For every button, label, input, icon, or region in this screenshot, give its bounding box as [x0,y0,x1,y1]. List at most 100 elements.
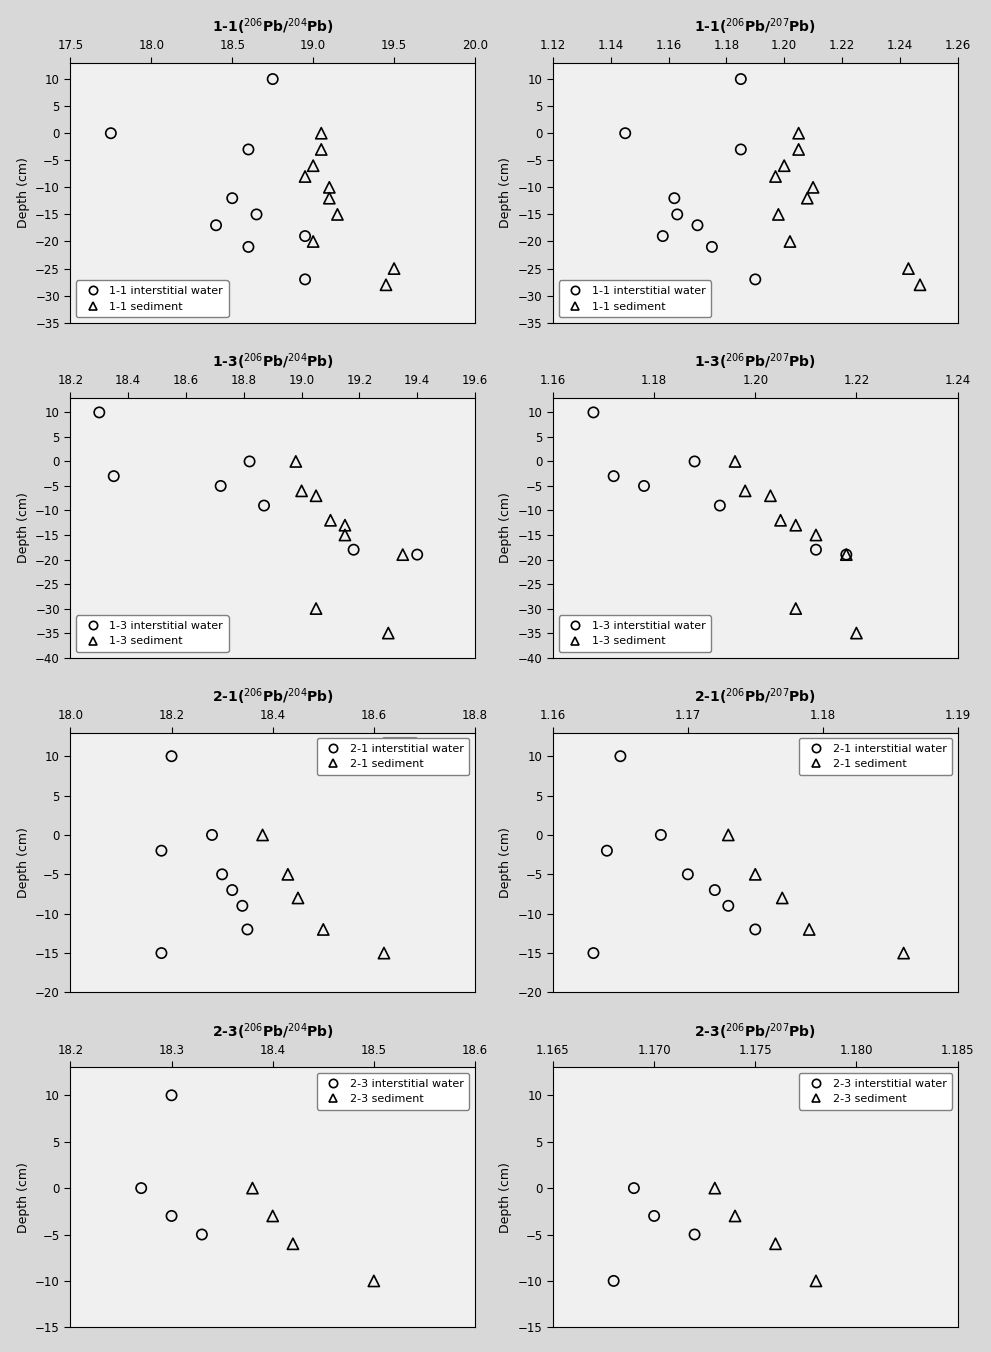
Point [378,274,393,296]
Point [106,465,122,487]
Point [321,188,337,210]
Point [720,895,736,917]
Point [800,188,816,210]
Point [773,510,789,531]
Point [164,1205,179,1226]
Point [896,942,912,964]
Point [409,544,425,565]
Point [802,918,818,940]
Point [323,510,339,531]
Point [776,155,792,177]
Point [315,918,331,940]
Point [265,1205,280,1226]
Point [586,402,602,423]
Y-axis label: Depth (cm): Depth (cm) [499,1161,512,1233]
Point [646,1205,662,1226]
Point [727,1205,743,1226]
Point [707,1178,722,1199]
Legend: 1-3 interstitial water, 1-3 sediment: 1-3 interstitial water, 1-3 sediment [76,615,229,652]
Point [720,825,736,846]
Point [164,1084,179,1106]
Title: 2-3($^{206}$Pb/$^{207}$Pb): 2-3($^{206}$Pb/$^{207}$Pb) [695,1021,817,1042]
Point [313,139,329,161]
Point [737,480,753,502]
Point [666,188,682,210]
Point [321,177,337,199]
Point [747,918,763,940]
Point [297,166,313,188]
Point [762,485,778,507]
Point [838,544,854,565]
Legend: 1-1 interstitial water, 1-1 sediment: 1-1 interstitial water, 1-1 sediment [76,280,229,318]
Point [285,1233,301,1255]
Point [912,274,928,296]
Point [290,887,306,909]
Point [214,864,230,886]
Point [249,204,265,226]
Y-axis label: Depth (cm): Depth (cm) [17,1161,30,1233]
Point [669,204,685,226]
Point [791,139,807,161]
Point [241,237,257,258]
Point [636,475,652,496]
Point [154,942,169,964]
Legend: 2-1 interstitial water, 2-1 sediment: 2-1 interstitial water, 2-1 sediment [317,738,470,775]
Point [788,598,804,619]
Title: 1-1($^{206}$Pb/$^{207}$Pb): 1-1($^{206}$Pb/$^{207}$Pb) [695,16,817,38]
Point [256,495,272,516]
Point [838,544,854,565]
Text: 자른 연역: 자른 연역 [385,741,412,750]
Point [606,465,621,487]
Point [655,226,671,247]
Title: 2-1($^{206}$Pb/$^{204}$Pb): 2-1($^{206}$Pb/$^{204}$Pb) [212,687,334,707]
Point [224,188,240,210]
Point [626,1178,642,1199]
Point [386,258,402,280]
Title: 2-1($^{206}$Pb/$^{207}$Pb): 2-1($^{206}$Pb/$^{207}$Pb) [695,687,817,707]
Point [366,1270,382,1291]
Point [381,622,396,644]
Title: 1-1($^{206}$Pb/$^{204}$Pb): 1-1($^{206}$Pb/$^{204}$Pb) [212,16,334,38]
Point [791,123,807,145]
Point [805,177,821,199]
Point [808,525,824,546]
Point [774,887,790,909]
Point [204,825,220,846]
Title: 1-3($^{206}$Pb/$^{207}$Pb): 1-3($^{206}$Pb/$^{207}$Pb) [695,352,817,372]
Point [297,226,313,247]
Point [599,840,614,861]
Point [586,942,602,964]
Point [194,1224,210,1245]
Point [297,269,313,291]
Point [241,139,257,161]
Point [889,1084,905,1106]
Point [91,402,107,423]
Legend: 2-1 interstitial water, 2-1 sediment: 2-1 interstitial water, 2-1 sediment [800,738,952,775]
Point [712,495,727,516]
Point [733,68,749,89]
Point [848,622,864,644]
Point [164,745,179,767]
Point [770,204,786,226]
Point [330,204,346,226]
Point [265,68,280,89]
Point [727,450,743,472]
Point [305,231,321,253]
Y-axis label: Depth (cm): Depth (cm) [17,492,30,562]
Point [103,123,119,145]
Point [245,1178,261,1199]
Point [687,1224,703,1245]
Legend: 1-3 interstitial water, 1-3 sediment: 1-3 interstitial water, 1-3 sediment [559,615,712,652]
Point [808,539,824,561]
Point [788,514,804,535]
Point [394,544,410,565]
Point [768,1233,784,1255]
Y-axis label: Depth (cm): Depth (cm) [17,827,30,898]
Point [208,215,224,237]
Point [213,475,229,496]
Point [337,514,353,535]
Point [255,825,271,846]
Point [133,1178,149,1199]
Title: 1-3($^{206}$Pb/$^{204}$Pb): 1-3($^{206}$Pb/$^{204}$Pb) [212,352,334,372]
Point [313,123,329,145]
